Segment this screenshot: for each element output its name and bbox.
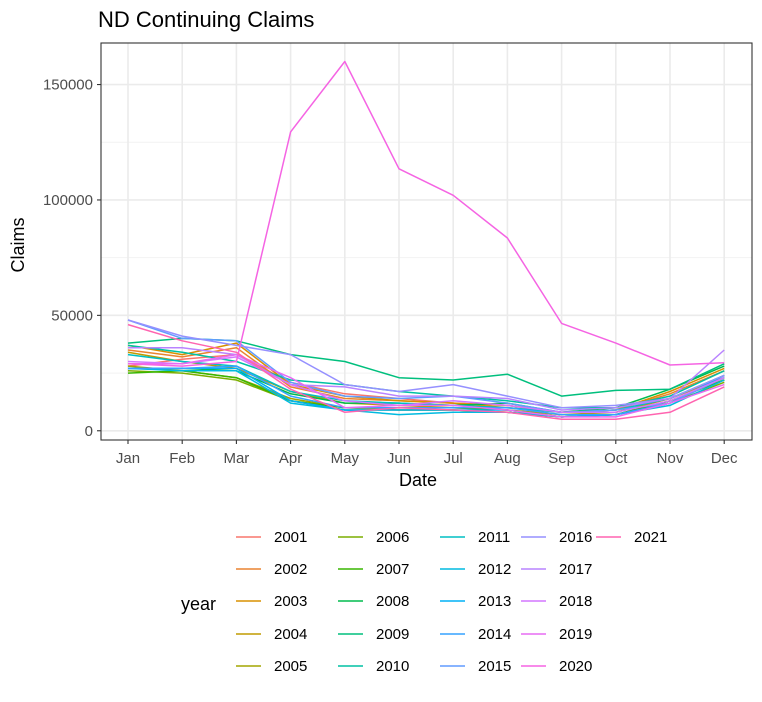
series-line-2014 [128, 365, 725, 416]
legend-label-2007: 2007 [376, 561, 409, 578]
legend-label-2001: 2001 [274, 529, 307, 546]
y-tick-label: 50000 [51, 307, 93, 324]
series-line-2015 [127, 319, 725, 414]
series-line-2020 [127, 60, 725, 367]
x-axis-title: Date [399, 470, 437, 490]
x-tick-label: Oct [604, 450, 628, 467]
legend-label-2011: 2011 [478, 529, 510, 546]
x-tick-label: Jul [444, 450, 463, 467]
legend-label-2016: 2016 [559, 529, 592, 546]
x-tick-label: Sep [548, 450, 575, 467]
x-tick-label: Feb [169, 450, 195, 467]
series-line-2016 [127, 319, 725, 409]
series-line-2019 [128, 353, 725, 418]
legend-label-2002: 2002 [274, 561, 307, 578]
x-tick-label: Jan [116, 450, 140, 467]
series-line-2021 [127, 323, 725, 420]
series-line-2011 [127, 353, 725, 414]
legend-label-2017: 2017 [559, 561, 592, 578]
legend-label-2013: 2013 [478, 593, 511, 610]
x-tick-label: Dec [711, 450, 738, 467]
legend-label-2004: 2004 [274, 626, 307, 643]
legend-label-2015: 2015 [478, 658, 511, 675]
grid-lines [101, 43, 752, 440]
plot-border [100, 42, 753, 441]
legend-label-2019: 2019 [559, 626, 592, 643]
y-tick-label: 0 [85, 423, 93, 440]
legend-label-2009: 2009 [376, 626, 409, 643]
x-tick-label: Jun [387, 450, 411, 467]
y-axis-title: Claims [8, 217, 28, 272]
legend-label-2020: 2020 [559, 658, 592, 675]
y-tick-label: 100000 [43, 192, 93, 209]
legend-label-2012: 2012 [478, 561, 511, 578]
legend-title: year [181, 594, 216, 614]
legend-label-2006: 2006 [376, 529, 409, 546]
y-axis: 0 50000 100000 150000 [43, 77, 101, 440]
plot-panel [101, 43, 752, 440]
legend-label-2018: 2018 [559, 593, 592, 610]
legend-label-2010: 2010 [376, 658, 409, 675]
x-axis: Jan Feb Mar Apr May Jun Jul Aug Sep Oct Nov Dec [116, 440, 738, 467]
x-tick-label: Aug [494, 450, 521, 467]
series-lines [127, 60, 725, 420]
legend: 2001 2002 2003 2004 2005 2006 2007 2008 2009 2010… [236, 529, 667, 675]
y-tick-label: 150000 [43, 77, 93, 94]
series-line-2017 [128, 346, 725, 411]
series-line-2018 [127, 356, 725, 414]
legend-label-2005: 2005 [274, 658, 307, 675]
x-tick-label: Apr [279, 450, 302, 467]
legend-label-2021: 2021 [634, 529, 667, 546]
legend-label-2008: 2008 [376, 593, 409, 610]
x-tick-label: Nov [657, 450, 684, 467]
x-tick-label: May [331, 450, 360, 467]
x-tick-label: Mar [223, 450, 249, 467]
chart-title: ND Continuing Claims [98, 7, 314, 32]
legend-label-2014: 2014 [478, 626, 511, 643]
legend-label-2003: 2003 [274, 593, 307, 610]
